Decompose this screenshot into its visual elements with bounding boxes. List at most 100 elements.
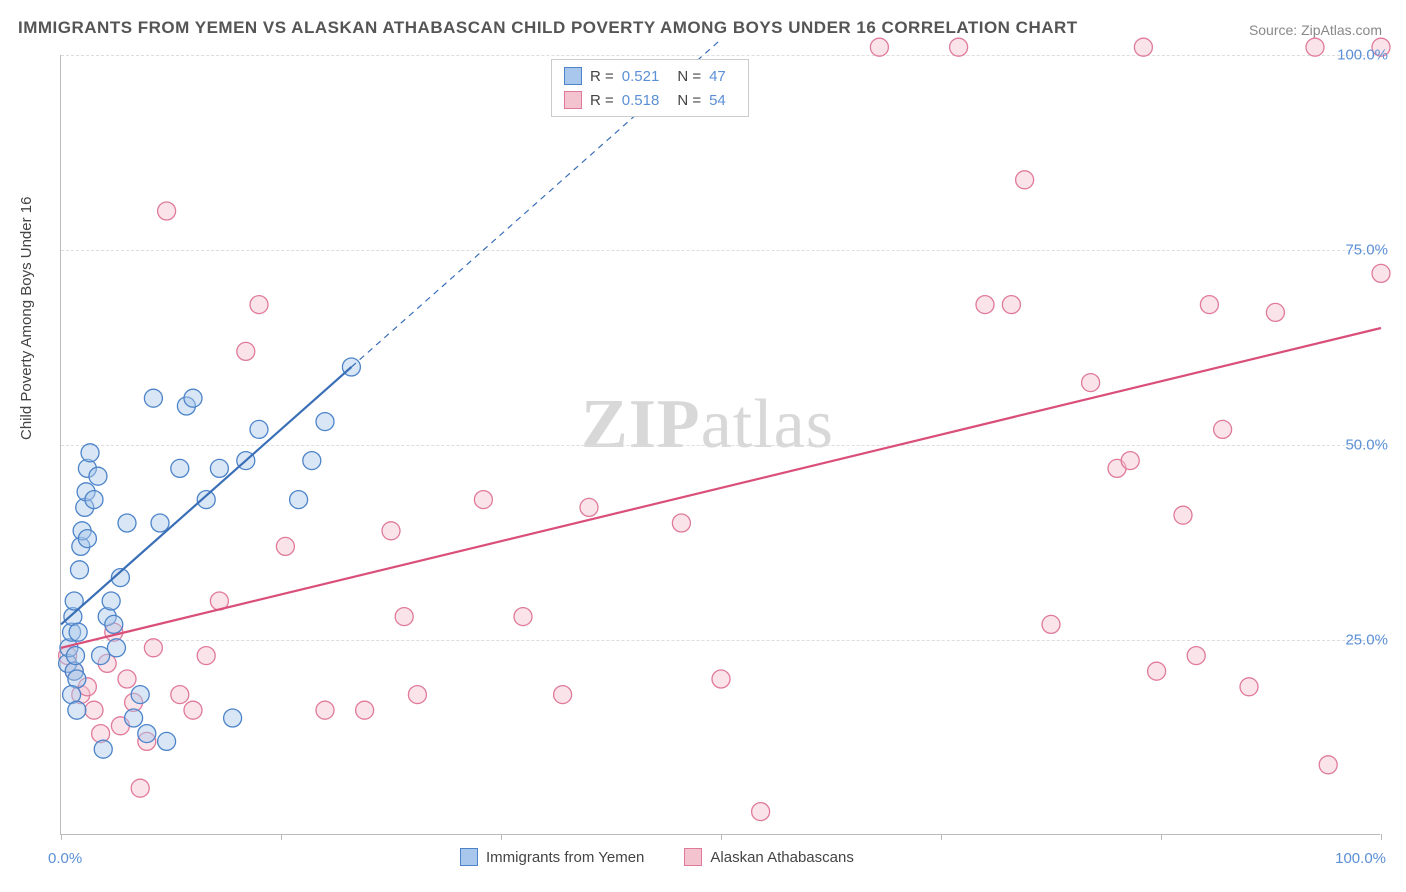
n-label-0: N = [677, 68, 701, 85]
n-value-0: 47 [709, 68, 726, 85]
data-point [184, 389, 202, 407]
data-point [125, 709, 143, 727]
y-axis-label: Child Poverty Among Boys Under 16 [18, 197, 35, 440]
x-tick [1161, 834, 1162, 840]
data-point [1319, 756, 1337, 774]
data-point [70, 561, 88, 579]
n-value-1: 54 [709, 92, 726, 109]
plot-area: ZIPatlas R = 0.521 N = 47 R = 0.518 N = … [60, 55, 1380, 835]
y-tick-label: 25.0% [1345, 632, 1388, 649]
data-point [138, 725, 156, 743]
data-point [184, 701, 202, 719]
bottom-legend-label-0: Immigrants from Yemen [486, 849, 644, 866]
chart-title: IMMIGRANTS FROM YEMEN VS ALASKAN ATHABAS… [18, 18, 1078, 38]
data-point [92, 647, 110, 665]
x-tick [941, 834, 942, 840]
data-point [303, 452, 321, 470]
data-point [171, 459, 189, 477]
r-value-0: 0.521 [622, 68, 660, 85]
data-point [870, 38, 888, 56]
data-point [118, 670, 136, 688]
data-point [672, 514, 690, 532]
x-tick [61, 834, 62, 840]
y-tick-label: 50.0% [1345, 437, 1388, 454]
data-point [1372, 264, 1390, 282]
bottom-legend-label-1: Alaskan Athabascans [710, 849, 853, 866]
data-point [105, 615, 123, 633]
data-point [1016, 171, 1034, 189]
x-tick [281, 834, 282, 840]
r-value-1: 0.518 [622, 92, 660, 109]
data-point [224, 709, 242, 727]
data-point [131, 779, 149, 797]
data-point [514, 608, 532, 626]
data-point [118, 514, 136, 532]
data-point [1306, 38, 1324, 56]
data-point [554, 686, 572, 704]
bottom-legend-item-1: Alaskan Athabascans [684, 848, 853, 866]
legend-stats-box: R = 0.521 N = 47 R = 0.518 N = 54 [551, 59, 749, 117]
scatter-plot-svg [61, 55, 1380, 834]
x-tick [1381, 834, 1382, 840]
data-point [89, 467, 107, 485]
r-label-0: R = [590, 68, 614, 85]
bottom-swatch-1 [684, 848, 702, 866]
data-point [1134, 38, 1152, 56]
data-point [1148, 662, 1166, 680]
x-tick-label-max: 100.0% [1335, 850, 1386, 867]
x-tick-label-min: 0.0% [48, 850, 82, 867]
data-point [382, 522, 400, 540]
data-point [474, 491, 492, 509]
legend-stats-row-0: R = 0.521 N = 47 [552, 64, 748, 88]
trend-line [61, 328, 1381, 648]
source-name: ZipAtlas.com [1301, 22, 1382, 38]
data-point [712, 670, 730, 688]
data-point [356, 701, 374, 719]
data-point [210, 459, 228, 477]
data-point [67, 647, 85, 665]
data-point [1266, 303, 1284, 321]
x-tick [721, 834, 722, 840]
data-point [131, 686, 149, 704]
data-point [1214, 420, 1232, 438]
bottom-legend-item-0: Immigrants from Yemen [460, 848, 644, 866]
data-point [1002, 296, 1020, 314]
data-point [85, 701, 103, 719]
r-label-1: R = [590, 92, 614, 109]
legend-swatch-0 [564, 67, 582, 85]
data-point [69, 623, 87, 641]
data-point [976, 296, 994, 314]
data-point [1042, 615, 1060, 633]
data-point [92, 725, 110, 743]
data-point [144, 389, 162, 407]
trend-line [61, 367, 351, 624]
data-point [1121, 452, 1139, 470]
source-attribution: Source: ZipAtlas.com [1249, 22, 1382, 38]
data-point [197, 491, 215, 509]
data-point [950, 38, 968, 56]
data-point [395, 608, 413, 626]
data-point [752, 803, 770, 821]
x-tick [501, 834, 502, 840]
data-point [197, 647, 215, 665]
data-point [250, 420, 268, 438]
data-point [158, 732, 176, 750]
data-point [276, 537, 294, 555]
data-point [316, 701, 334, 719]
y-tick-label: 100.0% [1337, 47, 1388, 64]
source-label: Source: [1249, 22, 1301, 38]
data-point [102, 592, 120, 610]
data-point [1240, 678, 1258, 696]
data-point [1187, 647, 1205, 665]
data-point [580, 498, 598, 516]
legend-stats-row-1: R = 0.518 N = 54 [552, 88, 748, 112]
data-point [151, 514, 169, 532]
data-point [316, 413, 334, 431]
data-point [78, 530, 96, 548]
data-point [1200, 296, 1218, 314]
correlation-chart: IMMIGRANTS FROM YEMEN VS ALASKAN ATHABAS… [0, 0, 1406, 892]
legend-swatch-1 [564, 91, 582, 109]
data-point [85, 491, 103, 509]
data-point [144, 639, 162, 657]
n-label-1: N = [677, 92, 701, 109]
